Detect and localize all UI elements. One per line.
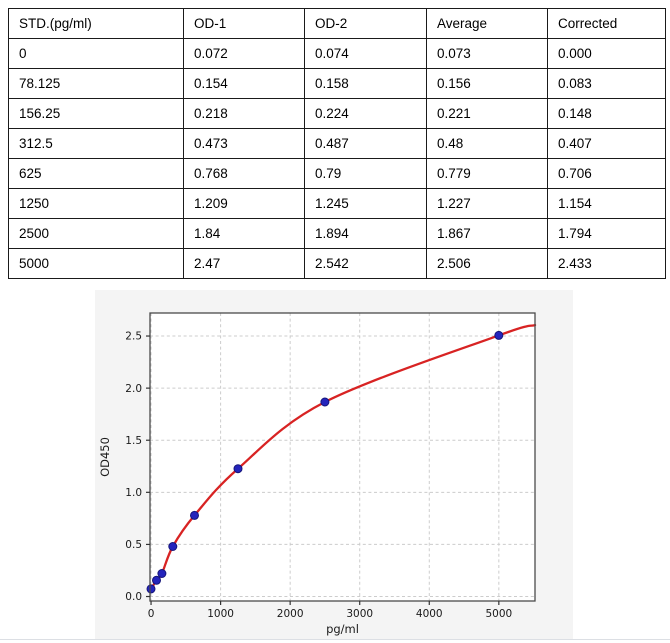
y-tick-label: 0.5 <box>125 539 142 551</box>
data-point <box>152 575 161 585</box>
standards-table: STD.(pg/ml) OD-1 OD-2 Average Corrected 0 0.0… <box>8 8 666 279</box>
data-point <box>233 464 243 474</box>
table-cell: 1.154 <box>547 188 666 219</box>
column-header: Average <box>426 8 548 39</box>
table-cell: 2.47 <box>183 248 305 279</box>
table-row: 78.125 0.154 0.158 0.156 0.083 <box>8 68 666 99</box>
plot-background <box>150 313 535 601</box>
standard-curve-figure: 0 1000 2000 3000 4000 5000 0.0 0.5 1.0 1.5 2.0 2.5 p… <box>95 290 573 639</box>
table-cell: 1.209 <box>183 188 305 219</box>
data-point <box>168 542 178 551</box>
y-tick-label: 1.5 <box>125 435 142 447</box>
table-cell: 0 <box>8 38 184 69</box>
table-row: 312.5 0.473 0.487 0.48 0.407 <box>8 128 666 159</box>
x-tick-label: 1000 <box>207 608 234 620</box>
table-cell: 1.84 <box>183 218 305 249</box>
column-header: OD-2 <box>304 8 427 39</box>
table-cell: 0.224 <box>304 98 427 129</box>
table-cell: 0.218 <box>183 98 305 129</box>
table-row: 1250 1.209 1.245 1.227 1.154 <box>8 188 666 219</box>
x-tick-label: 2000 <box>277 608 304 620</box>
table-row: 2500 1.84 1.894 1.867 1.794 <box>8 218 666 249</box>
table-cell: 1.894 <box>304 218 427 249</box>
table-cell: 625 <box>8 158 184 189</box>
table-cell: 312.5 <box>8 128 184 159</box>
table-cell: 0.073 <box>426 38 548 69</box>
table-cell: 1250 <box>8 188 184 219</box>
table-cell: 0.706 <box>547 158 666 189</box>
table-header-row: STD.(pg/ml) OD-1 OD-2 Average Corrected <box>8 8 666 39</box>
x-tick-label: 3000 <box>346 608 373 620</box>
y-tick-label: 2.5 <box>125 331 142 343</box>
table-cell: 0.221 <box>426 98 548 129</box>
table-cell: 78.125 <box>8 68 184 99</box>
y-tick-label: 2.0 <box>125 383 142 395</box>
x-tick-label: 4000 <box>416 608 443 620</box>
standards-table-body: 0 0.072 0.074 0.073 0.000 78.125 0.154 0.158 0.1… <box>8 38 666 279</box>
table-cell: 2.542 <box>304 248 427 279</box>
table-cell: 0.407 <box>547 128 666 159</box>
table-cell: 1.227 <box>426 188 548 219</box>
table-cell: 1.867 <box>426 218 548 249</box>
table-cell: 0.473 <box>183 128 305 159</box>
standard-curve-chart: 0 1000 2000 3000 4000 5000 0.0 0.5 1.0 1.5 2.0 2.5 p… <box>95 290 573 639</box>
table-row: 156.25 0.218 0.224 0.221 0.148 <box>8 98 666 129</box>
table-cell: 1.794 <box>547 218 666 249</box>
table-row: 625 0.768 0.79 0.779 0.706 <box>8 158 666 189</box>
data-point <box>157 569 167 578</box>
table-cell: 0.768 <box>183 158 305 189</box>
y-axis-label: OD450 <box>98 437 112 477</box>
x-tick-label: 0 <box>148 608 155 620</box>
bottom-divider <box>0 639 670 640</box>
table-cell: 0.154 <box>183 68 305 99</box>
table-cell: 0.158 <box>304 68 427 99</box>
column-header: OD-1 <box>183 8 305 39</box>
y-tick-label: 1.0 <box>125 487 142 499</box>
table-row: 0 0.072 0.074 0.073 0.000 <box>8 38 666 69</box>
table-cell: 0.779 <box>426 158 548 189</box>
table-cell: 2500 <box>8 218 184 249</box>
table-cell: 5000 <box>8 248 184 279</box>
table-cell: 0.083 <box>547 68 666 99</box>
table-cell: 0.79 <box>304 158 427 189</box>
table-cell: 1.245 <box>304 188 427 219</box>
standards-table-header: STD.(pg/ml) OD-1 OD-2 Average Corrected <box>8 8 666 39</box>
y-tick-label: 0.0 <box>125 591 142 603</box>
plot-border <box>149 312 536 602</box>
table-cell: 0.148 <box>547 98 666 129</box>
table-cell: 0.074 <box>304 38 427 69</box>
x-tick-label: 5000 <box>485 608 512 620</box>
data-point <box>320 397 330 407</box>
table-cell: 2.433 <box>547 248 666 279</box>
table-cell: 0.072 <box>183 38 305 69</box>
table-cell: 0.000 <box>547 38 666 69</box>
table-cell: 0.487 <box>304 128 427 159</box>
table-row: 5000 2.47 2.542 2.506 2.433 <box>8 248 666 279</box>
table-cell: 0.156 <box>426 68 548 99</box>
column-header: STD.(pg/ml) <box>8 8 184 39</box>
data-point <box>494 330 504 340</box>
x-axis-label: pg/ml <box>326 622 359 636</box>
column-header: Corrected <box>547 8 666 39</box>
data-point <box>146 584 156 594</box>
table-cell: 0.48 <box>426 128 548 159</box>
data-point <box>190 510 199 520</box>
table-cell: 2.506 <box>426 248 548 279</box>
table-cell: 156.25 <box>8 98 184 129</box>
